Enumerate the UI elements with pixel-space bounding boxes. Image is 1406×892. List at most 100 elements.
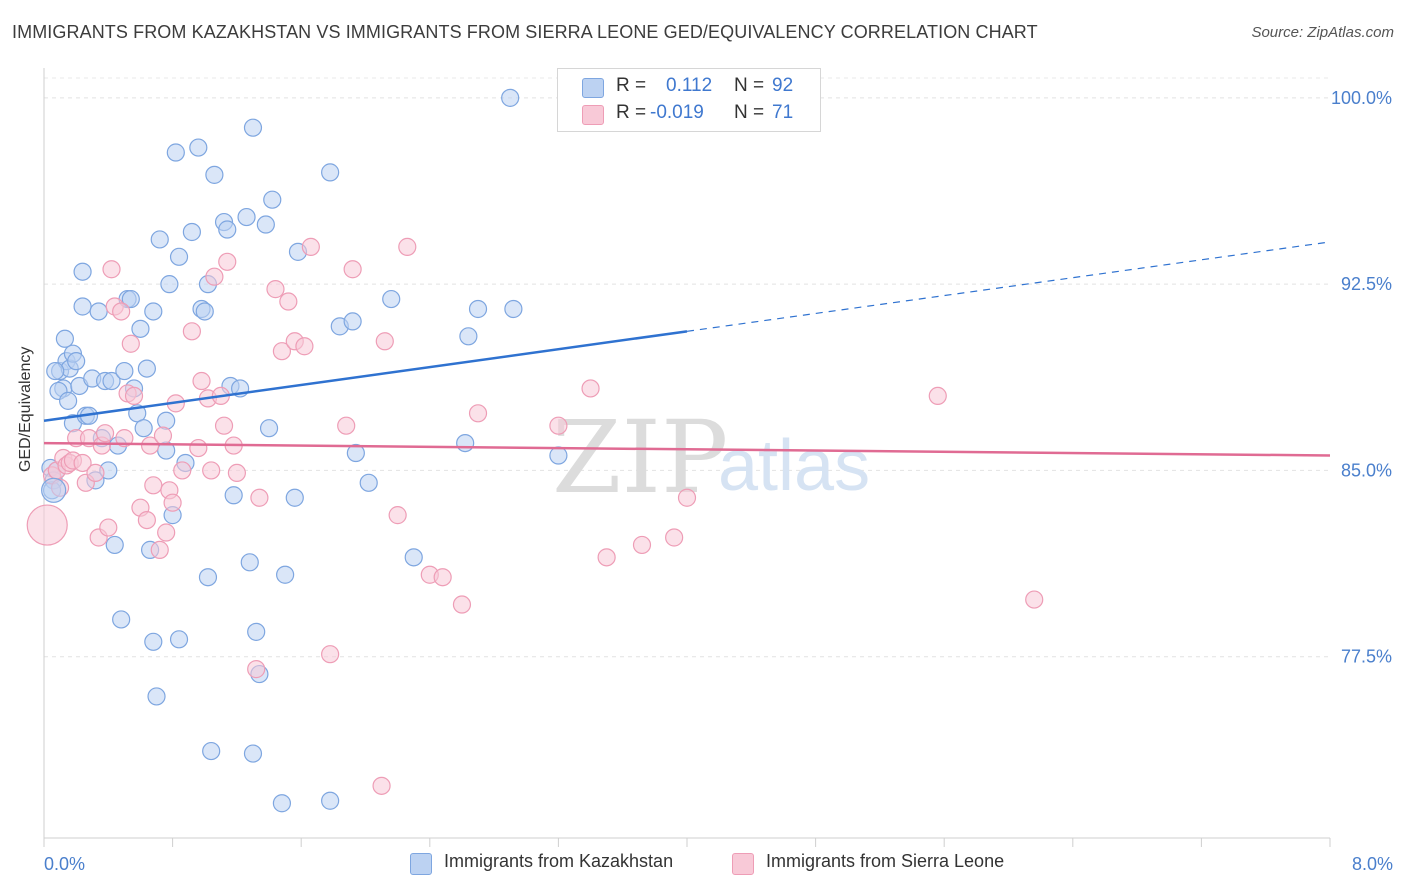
legend-r-value: -0.019: [650, 102, 704, 123]
y-tick-label: 85.0%: [1341, 460, 1392, 480]
source-credit: Source: ZipAtlas.com: [1251, 24, 1394, 41]
kazakhstan-point: [243, 744, 263, 763]
legend-swatch-pink: [582, 105, 604, 125]
kazakhstan-point: [67, 352, 86, 371]
sierra-leone-point: [137, 510, 156, 530]
legend-n-value: 71: [772, 102, 794, 123]
axes: [43, 68, 1331, 847]
sierra-leone-point: [189, 438, 208, 458]
sierra-leone-point: [301, 237, 320, 256]
sierra-leone-point: [163, 493, 182, 512]
kazakhstan-point: [243, 118, 263, 137]
sierra-leone-point: [372, 776, 391, 795]
kazakhstan-point: [259, 419, 279, 438]
sierra-leone-point: [597, 548, 616, 567]
legend-swatch-blue: [582, 78, 604, 98]
sierra-leone-point: [218, 252, 237, 271]
x-tick-label: 8.0%: [1352, 854, 1393, 874]
sierra-leone-point: [153, 426, 173, 445]
chart-title: IMMIGRANTS FROM KAZAKHSTAN VS IMMIGRANTS…: [12, 22, 1038, 42]
kazakhstan-point: [189, 138, 208, 157]
kazakhstan-point: [256, 215, 275, 234]
legend-r-value: 0.112: [666, 75, 713, 96]
legend-n-label: N =: [734, 75, 765, 96]
kazakhstan-point: [198, 568, 218, 587]
sierra-leone-point: [665, 528, 684, 547]
kazakhstan-point: [321, 163, 340, 182]
sierra-leone-point: [266, 280, 285, 299]
sierra-leone-point: [99, 518, 118, 537]
series-kazakhstan: [41, 88, 587, 813]
kazakhstan-point: [102, 371, 121, 391]
kazakhstan-point: [144, 302, 163, 321]
kazakhstan-point: [41, 477, 67, 503]
kazakhstan-point: [240, 553, 259, 572]
gridlines: [44, 77, 1330, 658]
legend-r-label: R =: [616, 75, 647, 96]
kazakhstan-point: [166, 143, 185, 162]
legend-n-label: N =: [734, 102, 765, 123]
kazakhstan-point: [147, 687, 166, 706]
sierra-leone-point: [279, 292, 298, 311]
sierra-leone-point: [205, 267, 224, 286]
sierra-leone-point: [468, 404, 488, 423]
kazakhstan-point: [382, 289, 401, 309]
kazakhstan-point: [144, 632, 163, 651]
watermark-zip: ZIP: [552, 399, 728, 516]
sierra-leone-point: [272, 342, 292, 361]
sierra-leone-point: [86, 463, 105, 483]
kazakhstan-point: [263, 190, 282, 209]
sierra-leone-point: [321, 645, 340, 664]
y-tick-label: 100.0%: [1331, 88, 1392, 108]
sierra-leone-point: [102, 260, 121, 279]
kazakhstan-point: [46, 361, 65, 381]
sierra-leone-point: [214, 416, 234, 435]
kazakhstan-point: [131, 319, 150, 338]
sierra-leone-point: [121, 334, 140, 353]
kazakhstan-point: [160, 275, 179, 294]
sierra-leone-point: [337, 416, 356, 435]
kazakhstan-point: [456, 433, 475, 453]
sierra-leone-point: [115, 429, 134, 448]
y-tick-label: 77.5%: [1341, 647, 1392, 667]
sierra-leone-point: [1025, 590, 1044, 609]
legend-row-sierra-leone: R = -0.019 N = 71: [558, 102, 820, 128]
watermark-atlas: atlas: [718, 426, 870, 506]
sierra-leone-point: [112, 302, 131, 321]
kazakhstan-point: [73, 297, 92, 316]
legend-row-kazakhstan: R = 0.112 N = 92: [558, 75, 820, 101]
sierra-leone-point: [632, 535, 652, 555]
sierra-leone-point: [250, 488, 269, 507]
kazakhstan-point: [459, 327, 478, 346]
x-tick-labels: 0.0% 8.0%: [44, 854, 1393, 874]
sierra-leone-point: [95, 424, 115, 443]
legend-n-value: 92: [772, 75, 794, 96]
sierra-leone-point: [452, 595, 472, 614]
kazakhstan-point: [157, 411, 176, 430]
kazakhstan-point: [404, 548, 423, 567]
kazakhstan-point: [237, 207, 256, 227]
sierra-leone-point: [388, 506, 407, 525]
correlation-legend: R = 0.112 N = 92 R = -0.019 N = 71: [557, 68, 821, 132]
kazakhstan-point: [115, 361, 134, 381]
sierra-leone-point: [140, 436, 160, 455]
sierra-leone-point: [173, 461, 192, 480]
kazakhstan-point: [202, 741, 221, 761]
kazakhstan-point: [343, 312, 362, 331]
kazakhstan-point: [276, 565, 295, 584]
kazakhstan-point: [224, 486, 243, 505]
kazakhstan-point: [169, 630, 189, 649]
kazakhstan-point: [346, 443, 365, 463]
kazakhstan-point: [169, 247, 189, 266]
sierra-leone-point: [677, 488, 697, 507]
kazakhstan-point: [247, 622, 266, 641]
sierra-leone-point: [73, 453, 92, 473]
kazakhstan-point: [121, 289, 140, 309]
sierra-leone-point: [157, 523, 176, 542]
kazakhstan-point: [321, 791, 340, 810]
x-tick-label: 0.0%: [44, 854, 85, 874]
trend-line-sierra-leone: [43, 441, 1331, 457]
sierra-leone-point: [144, 476, 163, 495]
y-tick-label: 92.5%: [1341, 274, 1392, 294]
